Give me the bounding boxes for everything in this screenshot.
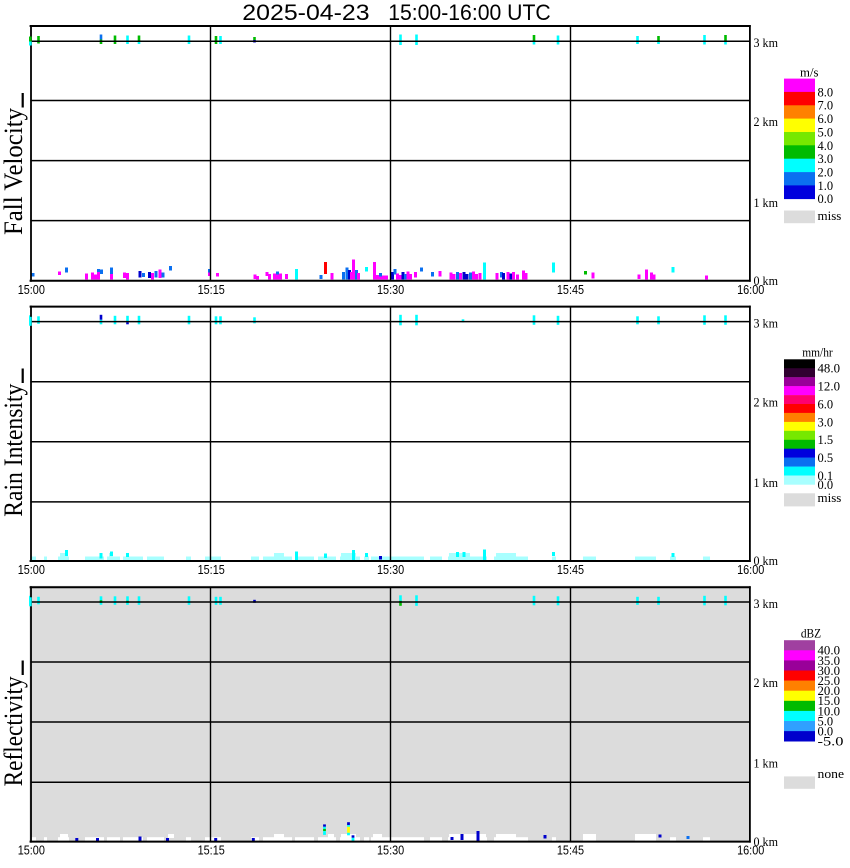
svg-text:2 km: 2 km xyxy=(754,675,779,690)
svg-text:30.0: 30.0 xyxy=(818,663,841,678)
svg-text:15:30: 15:30 xyxy=(377,842,404,857)
svg-text:0.0: 0.0 xyxy=(818,477,834,492)
svg-text:3 km: 3 km xyxy=(754,315,779,330)
svg-text:15.0: 15.0 xyxy=(818,693,841,708)
svg-text:16:00: 16:00 xyxy=(737,562,764,577)
svg-text:15:00: 15:00 xyxy=(18,562,45,577)
svg-text:1 km: 1 km xyxy=(754,475,779,490)
svg-text:15:15: 15:15 xyxy=(198,562,225,577)
svg-text:0 km: 0 km xyxy=(754,273,779,288)
svg-text:15:00: 15:00 xyxy=(18,842,45,857)
svg-text:10.0: 10.0 xyxy=(818,703,841,718)
svg-text:0.0: 0.0 xyxy=(818,724,834,739)
svg-text:-5.0: -5.0 xyxy=(818,734,844,749)
svg-text:2025-04-23: 2025-04-23 xyxy=(242,0,369,25)
svg-text:15:00: 15:00 xyxy=(18,282,45,297)
svg-text:none: none xyxy=(818,766,845,781)
svg-text:1 km: 1 km xyxy=(754,756,779,771)
svg-text:16:00: 16:00 xyxy=(737,842,764,857)
svg-text:15:45: 15:45 xyxy=(557,842,584,857)
svg-text:12.0: 12.0 xyxy=(818,379,841,394)
svg-text:7.0: 7.0 xyxy=(818,98,834,113)
svg-text:5.0: 5.0 xyxy=(818,713,834,728)
svg-text:4.0: 4.0 xyxy=(818,138,834,153)
svg-text:2.0: 2.0 xyxy=(818,165,834,180)
svg-text:3.0: 3.0 xyxy=(818,151,834,166)
svg-text:15:15: 15:15 xyxy=(198,282,225,297)
svg-text:15:15: 15:15 xyxy=(198,842,225,857)
svg-text:1.0: 1.0 xyxy=(818,178,834,193)
svg-text:0.0: 0.0 xyxy=(818,191,834,206)
svg-text:40.0: 40.0 xyxy=(818,643,841,658)
svg-text:mm/hr: mm/hr xyxy=(802,345,833,360)
svg-text:25.0: 25.0 xyxy=(818,673,841,688)
svg-text:Fall Velocity: Fall Velocity xyxy=(0,108,28,235)
svg-text:m/s: m/s xyxy=(800,65,819,80)
svg-text:Reflectivity: Reflectivity xyxy=(0,676,28,786)
svg-text:15:45: 15:45 xyxy=(557,562,584,577)
svg-text:3.0: 3.0 xyxy=(818,414,834,429)
svg-text:miss: miss xyxy=(818,490,842,505)
svg-text:6.0: 6.0 xyxy=(818,396,834,411)
svg-text:48.0: 48.0 xyxy=(818,361,841,376)
svg-text:0 km: 0 km xyxy=(754,834,779,849)
svg-text:20.0: 20.0 xyxy=(818,683,841,698)
svg-text:1.5: 1.5 xyxy=(818,432,834,447)
svg-text:8.0: 8.0 xyxy=(818,84,834,99)
svg-text:5.0: 5.0 xyxy=(818,124,834,139)
svg-text:16:00: 16:00 xyxy=(737,282,764,297)
svg-text:15:00-16:00 UTC: 15:00-16:00 UTC xyxy=(388,0,551,25)
svg-text:0.1: 0.1 xyxy=(818,468,834,483)
svg-text:15:45: 15:45 xyxy=(557,282,584,297)
svg-text:miss: miss xyxy=(818,208,842,223)
svg-text:3 km: 3 km xyxy=(754,35,779,50)
svg-text:Rain Intensity: Rain Intensity xyxy=(0,384,28,517)
svg-text:0.5: 0.5 xyxy=(818,450,834,465)
svg-text:1 km: 1 km xyxy=(754,195,779,210)
svg-text:6.0: 6.0 xyxy=(818,111,834,126)
svg-text:35.0: 35.0 xyxy=(818,653,841,668)
svg-text:dBZ: dBZ xyxy=(801,625,821,640)
svg-text:2 km: 2 km xyxy=(754,114,779,129)
svg-text:15:30: 15:30 xyxy=(377,562,404,577)
svg-text:2 km: 2 km xyxy=(754,394,779,409)
svg-text:15:30: 15:30 xyxy=(377,282,404,297)
svg-text:3 km: 3 km xyxy=(754,596,779,611)
svg-text:0 km: 0 km xyxy=(754,553,779,568)
